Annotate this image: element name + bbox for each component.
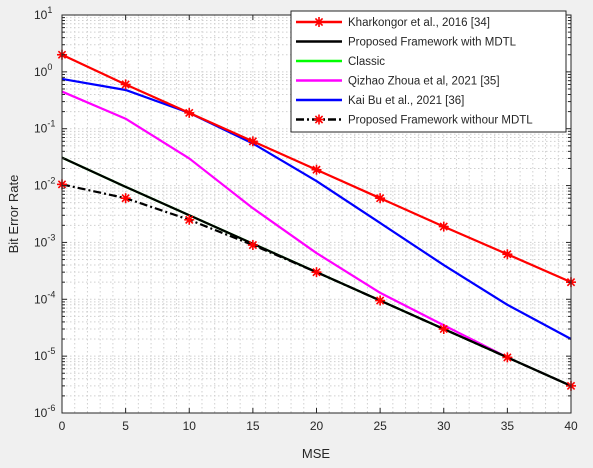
star-center: [316, 19, 322, 25]
series-layer: [57, 49, 576, 391]
x-tick-label: 35: [501, 419, 515, 433]
legend-label: Kharkongor et al., 2016 [34]: [348, 17, 490, 29]
star-center: [187, 110, 192, 116]
legend-marker: [314, 114, 324, 125]
x-tick-label: 30: [437, 419, 451, 433]
y-tick-label: 10-6: [34, 403, 55, 420]
y-tick-label: 10-1: [34, 119, 55, 136]
legend: Kharkongor et al., 2016 [34] Proposed Fra…: [290, 10, 567, 133]
star-center: [187, 217, 192, 223]
star-center: [377, 195, 383, 201]
series-0-marker: [120, 79, 131, 90]
y-tick-label: 101: [34, 5, 52, 22]
star-center: [123, 195, 128, 201]
star-center: [314, 269, 319, 275]
legend-label: Classic: [348, 56, 385, 68]
x-tick-label: 10: [183, 419, 197, 433]
legend-marker: [314, 17, 324, 27]
x-tick-label: 25: [373, 419, 387, 433]
x-axis-label: MSE: [302, 446, 331, 461]
series-5-marker: [184, 214, 195, 225]
series-0-marker: [502, 249, 513, 260]
series-line-3: [61, 90, 572, 387]
series-5-marker: [311, 267, 322, 278]
x-tick-label: 20: [310, 419, 324, 433]
star-center: [250, 139, 256, 144]
x-tick-label: 15: [246, 419, 260, 433]
y-tick-label: 10-3: [34, 232, 55, 249]
series-0-marker: [438, 221, 449, 232]
legend-label: Qizhao Zhoua et al, 2021 [35]: [348, 76, 500, 88]
ticks: [61, 14, 572, 414]
series-line-4: [61, 77, 572, 340]
series-5-marker: [247, 240, 258, 251]
star-center: [314, 167, 319, 172]
star-center: [250, 242, 256, 248]
x-tick-label: 0: [59, 419, 66, 433]
star-center: [505, 355, 510, 360]
legend-box: [290, 10, 567, 133]
star-center: [377, 298, 383, 303]
legend-label: Kai Bu et al., 2021 [36]: [348, 95, 464, 107]
y-axis-label: Bit Error Rate: [6, 175, 21, 254]
star-center: [441, 326, 446, 332]
series-0-marker: [311, 164, 322, 175]
series-5-marker: [502, 352, 513, 363]
tick-labels: 0 5 10 15 20 25 30 35 40 101 100 10-1 10-2 10-3 10-4 10…: [34, 5, 578, 433]
series-line-5: [61, 183, 572, 387]
star-center: [505, 251, 510, 257]
y-tick-label: 10-4: [34, 289, 55, 306]
series-5-marker: [438, 324, 449, 335]
x-tick-label: 5: [122, 419, 129, 433]
y-tick-label: 10-2: [34, 176, 55, 193]
series-5-marker: [375, 295, 386, 306]
y-tick-label: 100: [34, 62, 52, 79]
legend-label: Proposed Framework withour MDTL: [348, 115, 533, 127]
star-center: [123, 82, 128, 87]
x-tick-label: 40: [564, 419, 578, 433]
y-tick-label: 10-5: [34, 346, 55, 363]
series-5-marker: [120, 193, 131, 204]
legend-label: Proposed Framework with MDTL: [348, 37, 517, 49]
star-center: [441, 224, 446, 229]
series-0-marker: [184, 107, 195, 118]
star-center: [316, 117, 322, 122]
series-0-marker: [375, 193, 386, 204]
series-0-marker: [247, 136, 258, 147]
